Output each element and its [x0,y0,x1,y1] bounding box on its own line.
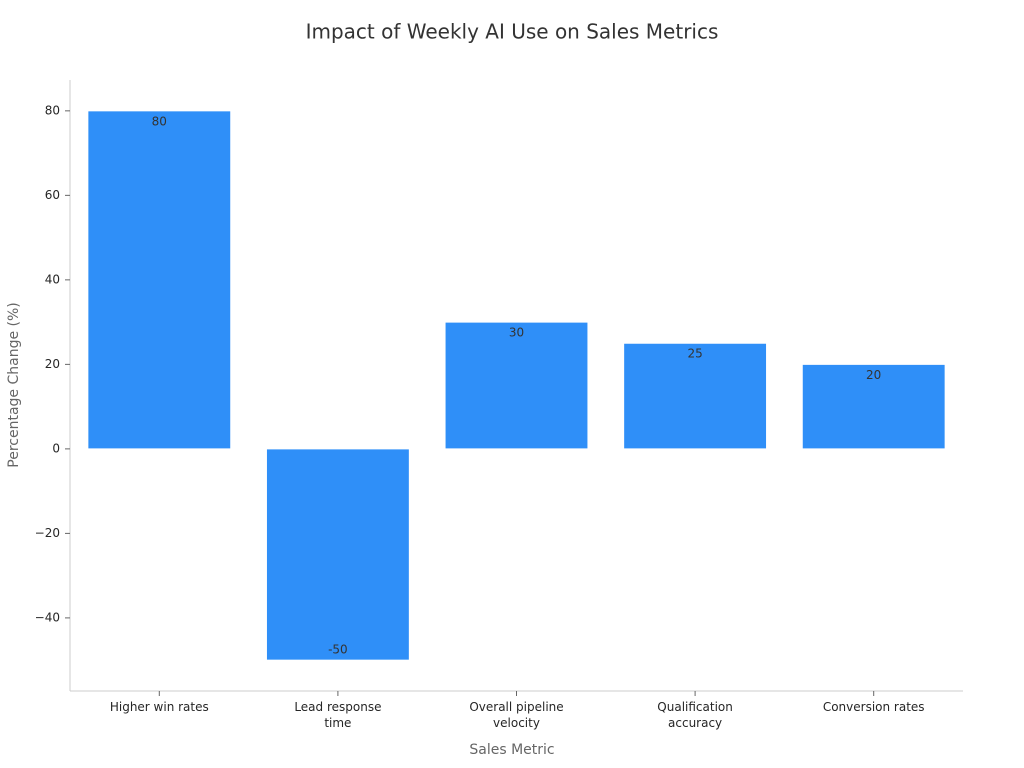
y-tick-label: 0 [52,441,60,455]
bar [801,363,946,450]
bar [265,448,410,661]
chart-title: Impact of Weekly AI Use on Sales Metrics [306,20,719,44]
bar [444,321,589,450]
bar [623,342,768,450]
y-tick-label: −20 [35,526,60,540]
x-tick-label: Qualification accuracy [657,700,733,730]
x-tick-label: Overall pipeline velocity [469,700,564,730]
x-tick-label: Higher win rates [109,700,209,714]
value-label: -50 [328,643,348,657]
value-label: 20 [866,368,881,382]
bar [87,110,232,450]
y-tick-label: 20 [45,357,60,371]
x-tick-label: Lead response time [294,700,382,730]
y-tick-label: 80 [45,103,60,117]
x-axis-label: Sales Metric [469,742,554,758]
value-label: 30 [509,326,524,340]
y-tick-label: −40 [35,610,60,624]
x-tick-label: Conversion rates [822,700,925,714]
y-tick-label: 40 [45,272,60,286]
value-label: 25 [687,347,702,361]
y-axis-label: Percentage Change (%) [6,302,22,467]
y-tick-label: 60 [45,188,60,202]
value-label: 80 [152,114,167,128]
